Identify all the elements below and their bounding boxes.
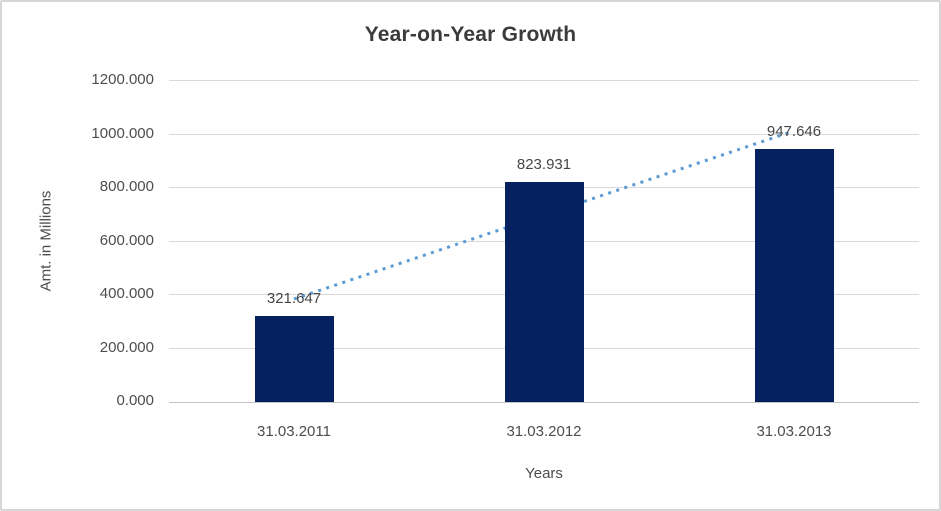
x-axis-title: Years: [525, 465, 563, 482]
bar-data-label: 823.931: [516, 155, 572, 173]
y-tick-label: 400.000: [99, 285, 154, 302]
bar-31.03.2012: [504, 181, 584, 402]
bar-31.03.2011: [254, 315, 334, 402]
y-tick-label: 800.000: [99, 178, 154, 195]
x-tick-label: 31.03.2011: [257, 423, 331, 440]
y-tick-label: 0.000: [116, 392, 154, 409]
y-tick-label: 1000.000: [91, 124, 154, 142]
y-tick-label: 1200.000: [91, 71, 154, 88]
x-tick-label: 31.03.2013: [756, 423, 832, 440]
chart-title: Year-on-Year Growth: [364, 23, 577, 46]
y-tick-label: 200.000: [99, 338, 154, 356]
plot-area: 321.647 823.931 947.646: [169, 80, 919, 403]
y-tick-label: 600.000: [99, 231, 154, 249]
gridline: [169, 134, 919, 135]
x-tick-label: 31.03.2012: [506, 423, 582, 440]
bar-data-label: 947.646: [766, 122, 822, 140]
bar-data-label: 321.647: [266, 289, 322, 307]
x-axis-line: [169, 402, 919, 403]
gridline: [169, 80, 919, 81]
bar-31.03.2013: [754, 148, 834, 402]
trendline-dotted: [293, 130, 793, 301]
